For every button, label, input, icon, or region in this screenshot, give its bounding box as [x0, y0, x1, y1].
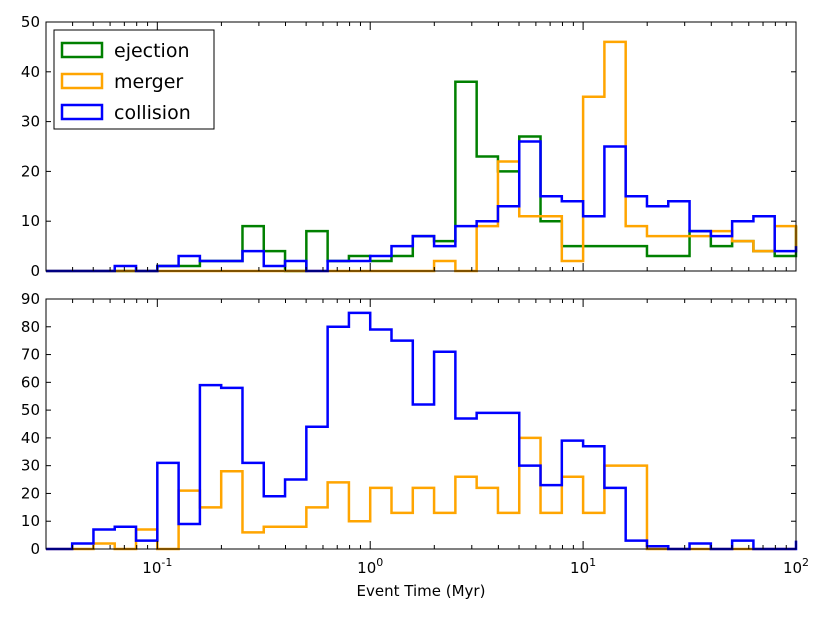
legend: ejection merger collision: [53, 29, 215, 130]
top-y-tick-label: 20: [21, 162, 40, 180]
bottom-y-tick-label: 80: [21, 318, 40, 336]
legend-box: [53, 29, 215, 130]
bottom-panel: 0 10 20 30 40 50 60 70 80 90 10-1 100 101 102: [21, 290, 809, 577]
bottom-panel-y-ticks: 0 10 20 30 40 50 60 70 80 90: [21, 290, 796, 558]
legend-label-merger: merger: [114, 71, 183, 93]
top-series-collision: [46, 140, 798, 273]
x-tick-label: 101: [570, 556, 596, 577]
bottom-series-collision: [46, 311, 798, 551]
legend-swatch-ejection: [60, 41, 104, 59]
x-tick-label: 100: [357, 556, 383, 577]
legend-label-ejection: ejection: [114, 40, 190, 62]
bottom-panel-x-ticks: 10-1 100 101 102: [45, 299, 809, 577]
bottom-y-tick-label: 0: [30, 540, 40, 558]
top-y-tick-label: 10: [21, 212, 40, 230]
top-y-tick-label: 0: [30, 262, 40, 280]
legend-label-collision: collision: [114, 102, 191, 124]
x-axis-label: Event Time (Myr): [357, 582, 486, 600]
bottom-y-tick-label: 90: [21, 290, 40, 308]
top-panel-frame: [45, 21, 797, 272]
bottom-y-tick-label: 60: [21, 373, 40, 391]
top-panel-y-ticks: 0 10 20 30 40 50: [21, 13, 796, 280]
bottom-panel-frame: [45, 298, 797, 550]
bottom-y-tick-label: 20: [21, 484, 40, 502]
bottom-y-tick-label: 70: [21, 346, 40, 364]
bottom-y-tick-label: 40: [21, 429, 40, 447]
top-y-tick-label: 50: [21, 13, 40, 31]
legend-swatch-collision: [60, 103, 104, 121]
bottom-y-tick-label: 30: [21, 457, 40, 475]
top-panel: 0 10 20 30 40 50 ejection merger collision: [21, 13, 798, 280]
bottom-y-tick-label: 10: [21, 512, 40, 530]
x-tick-label: 102: [783, 556, 809, 577]
top-y-tick-label: 40: [21, 63, 40, 81]
top-panel-x-ticks: [45, 22, 797, 271]
top-y-tick-label: 30: [21, 113, 40, 131]
x-tick-label: 10-1: [142, 556, 172, 577]
bottom-y-tick-label: 50: [21, 401, 40, 419]
legend-swatch-merger: [60, 72, 104, 90]
